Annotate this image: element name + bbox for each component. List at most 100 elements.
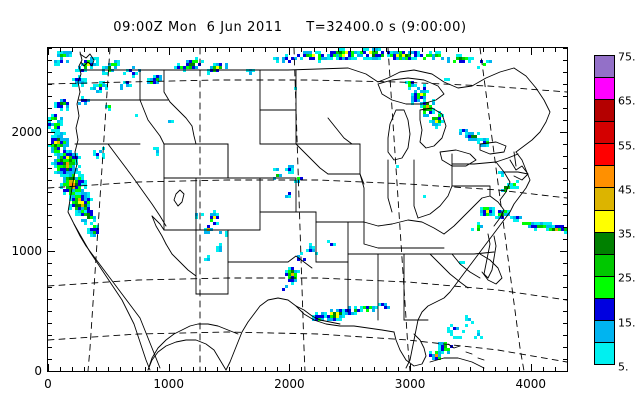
state-border-il-ky bbox=[363, 221, 393, 227]
x-tick-minor bbox=[289, 364, 291, 371]
colorbar-band bbox=[595, 165, 614, 188]
y-tick-right bbox=[563, 107, 567, 109]
state-border-new-england bbox=[509, 159, 529, 181]
x-tick-minor bbox=[216, 367, 218, 371]
latitude-line-30n bbox=[48, 331, 567, 363]
y-tick-minor bbox=[48, 215, 52, 217]
y-tick-right bbox=[563, 119, 567, 121]
colorbar-tick-label: 55. bbox=[618, 139, 636, 153]
state-border-az-mexico bbox=[165, 243, 197, 277]
map-canvas bbox=[48, 48, 567, 371]
state-border-sc-ga bbox=[429, 253, 469, 289]
y-tick-right bbox=[563, 227, 567, 229]
state-border-az-ca bbox=[151, 215, 167, 245]
coastline-florida bbox=[393, 331, 427, 367]
colorbar-tick-label: 25. bbox=[618, 271, 636, 285]
y-tick-right bbox=[563, 95, 567, 97]
colorbar-band bbox=[595, 143, 614, 166]
colorbar-tick-label: 75. bbox=[618, 50, 636, 64]
x-tick-top bbox=[277, 48, 279, 52]
y-tick-right bbox=[563, 71, 567, 73]
x-tick-top bbox=[349, 48, 351, 52]
x-tick-top bbox=[72, 48, 74, 52]
colorbar-tick-label: 45. bbox=[618, 183, 636, 197]
state-border-nc-sc bbox=[451, 253, 481, 279]
y-tick-minor bbox=[48, 143, 52, 145]
state-border-pa-md-wv bbox=[451, 185, 491, 197]
x-tick-minor bbox=[204, 367, 206, 371]
x-tick-minor bbox=[470, 367, 472, 371]
x-tick-top bbox=[446, 48, 448, 52]
x-tick-minor bbox=[108, 367, 110, 371]
map-geography bbox=[48, 48, 567, 371]
x-tick-top bbox=[156, 48, 158, 52]
x-tick-minor bbox=[458, 367, 460, 371]
x-tick-top bbox=[482, 48, 484, 52]
x-tick-minor bbox=[180, 367, 182, 371]
y-tick-right bbox=[563, 83, 567, 85]
y-tick-minor bbox=[48, 107, 52, 109]
x-tick-top bbox=[108, 48, 110, 52]
state-border-nj-ny bbox=[495, 161, 511, 201]
x-tick-top bbox=[494, 48, 496, 52]
colorbar-band bbox=[595, 275, 614, 298]
state-border-wv-va bbox=[443, 195, 491, 235]
longitude-line-120w bbox=[87, 48, 111, 371]
colorbar-tick-label: 35. bbox=[618, 227, 636, 241]
y-axis-label: 0 bbox=[34, 364, 42, 378]
x-tick-minor bbox=[229, 367, 231, 371]
x-tick-minor bbox=[337, 367, 339, 371]
y-tick-minor bbox=[48, 227, 52, 229]
x-tick-top bbox=[313, 48, 315, 52]
y-tick-right bbox=[563, 359, 567, 361]
x-tick-minor bbox=[554, 367, 556, 371]
border-canada-west bbox=[79, 67, 349, 71]
colorbar-tick-label: 15. bbox=[618, 316, 636, 330]
colorbar-band bbox=[595, 99, 614, 122]
coastline-bahamas bbox=[447, 343, 485, 361]
x-tick-minor bbox=[156, 367, 158, 371]
x-tick-minor bbox=[48, 364, 49, 371]
coastline-puget-sound bbox=[79, 53, 95, 67]
state-border-id-mt bbox=[163, 69, 197, 145]
colorbar-band bbox=[595, 209, 614, 232]
colorbar-band bbox=[595, 231, 614, 254]
y-tick-right bbox=[563, 167, 567, 169]
state-border-ne-ia bbox=[295, 143, 329, 175]
colorbar bbox=[594, 55, 615, 365]
y-tick-right bbox=[560, 251, 567, 253]
state-border-ok-tx-east bbox=[287, 255, 313, 269]
x-tick-minor bbox=[253, 367, 255, 371]
y-tick-minor bbox=[48, 155, 52, 157]
figure-title: 09:00Z Mon 6 Jun 2011 T=32400.0 s (9:00:… bbox=[113, 20, 467, 35]
y-tick-right bbox=[563, 48, 567, 49]
y-tick-minor bbox=[48, 191, 52, 193]
colorbar-tick-label: 65. bbox=[618, 94, 636, 108]
state-border-vt-nh bbox=[513, 151, 517, 167]
x-tick-top bbox=[168, 48, 170, 55]
border-mexico-southwest bbox=[147, 323, 239, 371]
y-tick-right bbox=[563, 347, 567, 349]
x-tick-top bbox=[48, 48, 49, 55]
x-axis-label: 4000 bbox=[515, 377, 547, 391]
y-tick-right bbox=[563, 191, 567, 193]
x-tick-top bbox=[337, 48, 339, 52]
y-tick-minor bbox=[48, 323, 52, 325]
state-border-va-nc bbox=[451, 251, 495, 255]
x-tick-minor bbox=[72, 367, 74, 371]
y-tick-minor bbox=[48, 347, 52, 349]
x-tick-minor bbox=[530, 364, 532, 371]
y-tick-minor bbox=[48, 359, 52, 361]
longitude-line-90w bbox=[387, 48, 411, 371]
x-tick-minor bbox=[84, 367, 86, 371]
y-tick-minor bbox=[48, 251, 55, 253]
y-axis-label: 1000 bbox=[11, 244, 42, 259]
x-tick-top bbox=[132, 48, 134, 52]
colorbar-band bbox=[595, 187, 614, 210]
x-axis-label: 1000 bbox=[153, 377, 184, 391]
y-tick-minor bbox=[48, 371, 55, 372]
colorbar-band bbox=[595, 253, 614, 276]
x-tick-minor bbox=[60, 367, 62, 371]
x-tick-minor bbox=[567, 367, 568, 371]
y-tick-right bbox=[563, 155, 567, 157]
